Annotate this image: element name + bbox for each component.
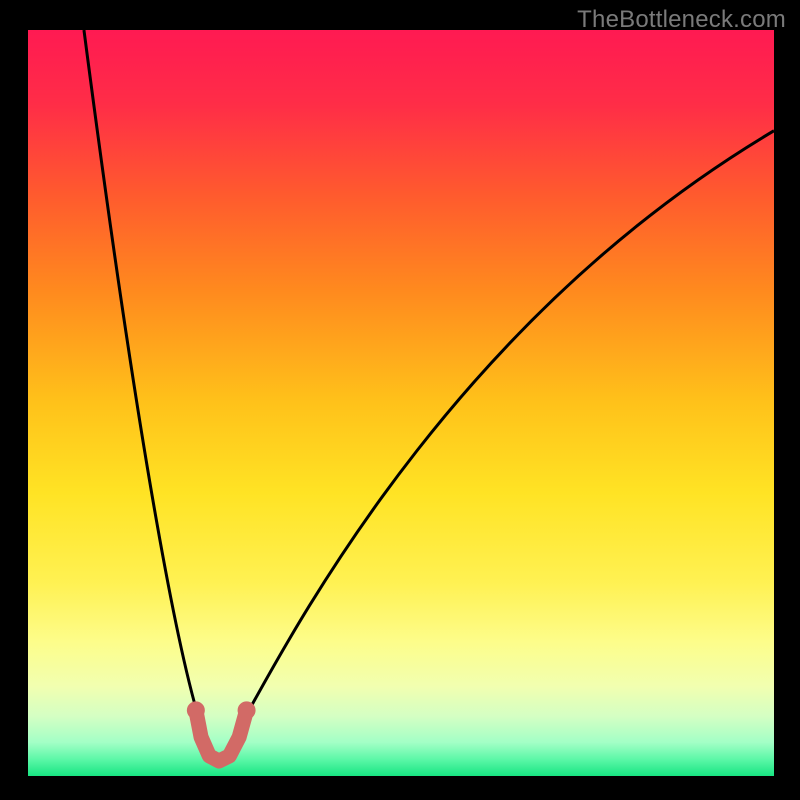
highlight-dot-left (187, 701, 205, 719)
gradient-background (28, 30, 774, 776)
plot-area (28, 30, 774, 776)
watermark-text: TheBottleneck.com (577, 6, 786, 34)
plot-svg (28, 30, 774, 776)
highlight-dot-right (238, 701, 256, 719)
chart-frame: TheBottleneck.com (0, 0, 800, 800)
